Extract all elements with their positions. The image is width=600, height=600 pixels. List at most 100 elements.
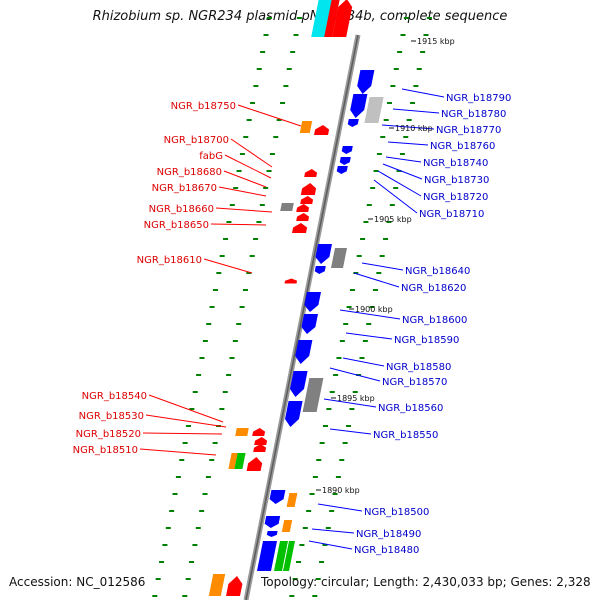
gene-feature (331, 248, 347, 268)
gene-feature (347, 119, 359, 127)
gene-feature (302, 378, 324, 412)
gene-label-right: NGR_b18560 (378, 403, 443, 414)
gene-feature (304, 292, 321, 312)
leader-line (387, 141, 429, 146)
gene-feature (246, 457, 263, 471)
leader-line (308, 540, 353, 550)
gene-label-right: NGR_b18620 (401, 283, 466, 294)
gene-feature (286, 493, 298, 507)
gene-label-right: NGR_b18790 (446, 93, 511, 104)
leader-line (203, 258, 253, 274)
gene-label-right: NGR_b18720 (423, 192, 488, 203)
gene-label-left: NGR_b18530 (79, 411, 144, 422)
gene-label-left: NGR_b18510 (73, 445, 138, 456)
leader-line (237, 104, 302, 127)
gene-feature (311, 0, 333, 37)
gene-feature (269, 490, 286, 504)
map-title: Rhizobium sp. NGR234 plasmid pNGR234b, c… (92, 9, 508, 24)
leader-line (373, 179, 418, 214)
leader-line (401, 88, 445, 98)
leader-line (385, 156, 422, 163)
leader-line (218, 186, 267, 197)
label-leaders (139, 88, 445, 550)
leader-line (215, 207, 273, 213)
gene-feature (336, 166, 348, 174)
gene-label-right: NGR_b18730 (424, 175, 489, 186)
gene-feature (284, 278, 298, 284)
leader-line (392, 108, 440, 114)
gene-feature (266, 531, 278, 537)
tick-label: 1895 kbp (337, 394, 375, 403)
leader-line (377, 170, 422, 197)
leader-line (142, 432, 223, 435)
gene-label-left: NGR_b18650 (144, 220, 209, 231)
gene-feature (324, 0, 340, 37)
gene-feature (254, 437, 268, 445)
gene-feature (257, 541, 277, 571)
kbp-ticks: 1915 kbp 1910 kbp 1905 kbp 1900 kbp 1895 kbp… (316, 37, 455, 495)
gene-feature (274, 541, 288, 571)
leader-line (145, 414, 227, 428)
tick-label: 1900 kbp (355, 305, 393, 314)
gene-label-right: NGR_b18710 (419, 209, 484, 220)
topology-text: Topology: circular; Length: 2,430,033 bp… (261, 575, 591, 589)
leader-line (148, 394, 224, 423)
gene-label-left: NGR_b18520 (76, 429, 141, 440)
gene-feature (280, 203, 294, 211)
tick-label: 1915 kbp (417, 37, 455, 46)
gene-feature (285, 401, 303, 427)
leader-line (329, 428, 372, 435)
gene-feature (301, 314, 318, 334)
leader-line (317, 503, 363, 512)
gene-feature (226, 576, 243, 596)
leader-line (345, 332, 393, 340)
gene-label-right: NGR_b18760 (430, 141, 495, 152)
leader-line (323, 398, 377, 408)
gene-label-right: NGR_b18490 (356, 529, 421, 540)
tick-label: 1905 kbp (374, 215, 412, 224)
leader-line (382, 163, 423, 180)
leader-line (361, 262, 404, 271)
gene-label-right: NGR_b18500 (364, 507, 429, 518)
gene-feature (252, 428, 266, 436)
leader-line (210, 223, 267, 226)
tick-label: 1910 kbp (395, 124, 433, 133)
gene-label-left: NGR_b18540 (82, 391, 147, 402)
gene-label-right: NGR_b18780 (441, 109, 506, 120)
leader-line (223, 170, 267, 188)
gene-label-right: NGR_b18580 (386, 362, 451, 373)
gene-label-left: NGR_b18660 (149, 204, 214, 215)
gene-feature (314, 266, 326, 274)
leader-line (353, 272, 400, 288)
backbone-highlight (245, 34, 359, 600)
gene-label-left: NGR_b18700 (164, 135, 229, 146)
leader-line (329, 367, 381, 382)
dotted-guides (152, 17, 432, 597)
gene-feature (296, 213, 310, 221)
gene-feature (208, 574, 226, 596)
gene-label-left: NGR_b18670 (152, 183, 217, 194)
gene-label-right: NGR_b18600 (402, 315, 467, 326)
leader-line (139, 448, 217, 456)
gene-label-right: NGR_b18550 (373, 430, 438, 441)
gene-label-right: NGR_b18570 (382, 377, 447, 388)
gene-feature (290, 371, 308, 397)
leader-line (342, 357, 385, 367)
gene-label-right: NGR_b18770 (436, 125, 501, 136)
gene-label-right: NGR_b18740 (423, 158, 488, 169)
gene-feature (281, 520, 293, 532)
gene-feature (235, 428, 249, 436)
gene-label-right: NGR_b18480 (354, 545, 419, 556)
gene-feature (314, 125, 330, 135)
gene-feature (332, 0, 353, 37)
gene-feature (357, 70, 375, 94)
gene-feature (300, 196, 314, 204)
gene-feature (228, 453, 238, 469)
gene-feature (304, 169, 318, 177)
gene-label-left: NGR_b18750 (171, 101, 236, 112)
gene-feature (299, 121, 313, 133)
gene-feature (315, 244, 332, 264)
leader-line (224, 154, 272, 179)
gene-feature (292, 223, 308, 233)
